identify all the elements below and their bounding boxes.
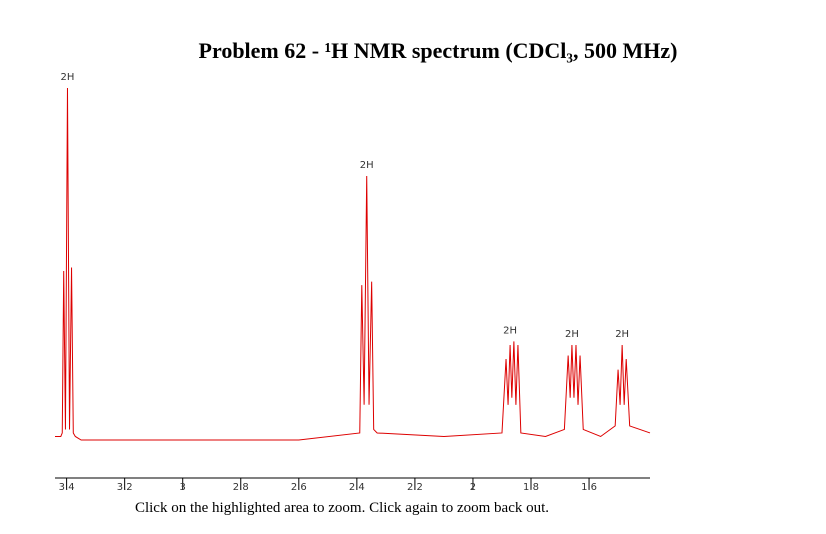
x-tick-label: 2.8: [233, 482, 249, 493]
zoom-note: Click on the highlighted area to zoom. C…: [135, 500, 549, 516]
spectrum-line: [55, 87, 651, 441]
x-tick-label: 3.4: [59, 482, 75, 493]
integration-label: 2H: [360, 160, 374, 171]
integration-label: 2H: [615, 329, 629, 340]
x-tick-label: 1.6: [581, 482, 597, 493]
integration-label: 2H: [565, 329, 579, 340]
x-tick-label: 2.4: [349, 482, 365, 493]
integration-label: 2H: [503, 325, 517, 336]
x-tick-label: 1.8: [523, 482, 539, 493]
x-tick-label: 2: [470, 482, 476, 493]
chart-title: Problem 62 - ¹H NMR spectrum (CDCl₃, 500…: [199, 38, 678, 63]
x-tick-label: 2.6: [291, 482, 307, 493]
integration-label: 2H: [61, 72, 75, 83]
x-tick-label: 2.2: [407, 482, 423, 493]
x-tick-label: 3.2: [117, 482, 133, 493]
x-tick-label: 3: [180, 482, 186, 493]
